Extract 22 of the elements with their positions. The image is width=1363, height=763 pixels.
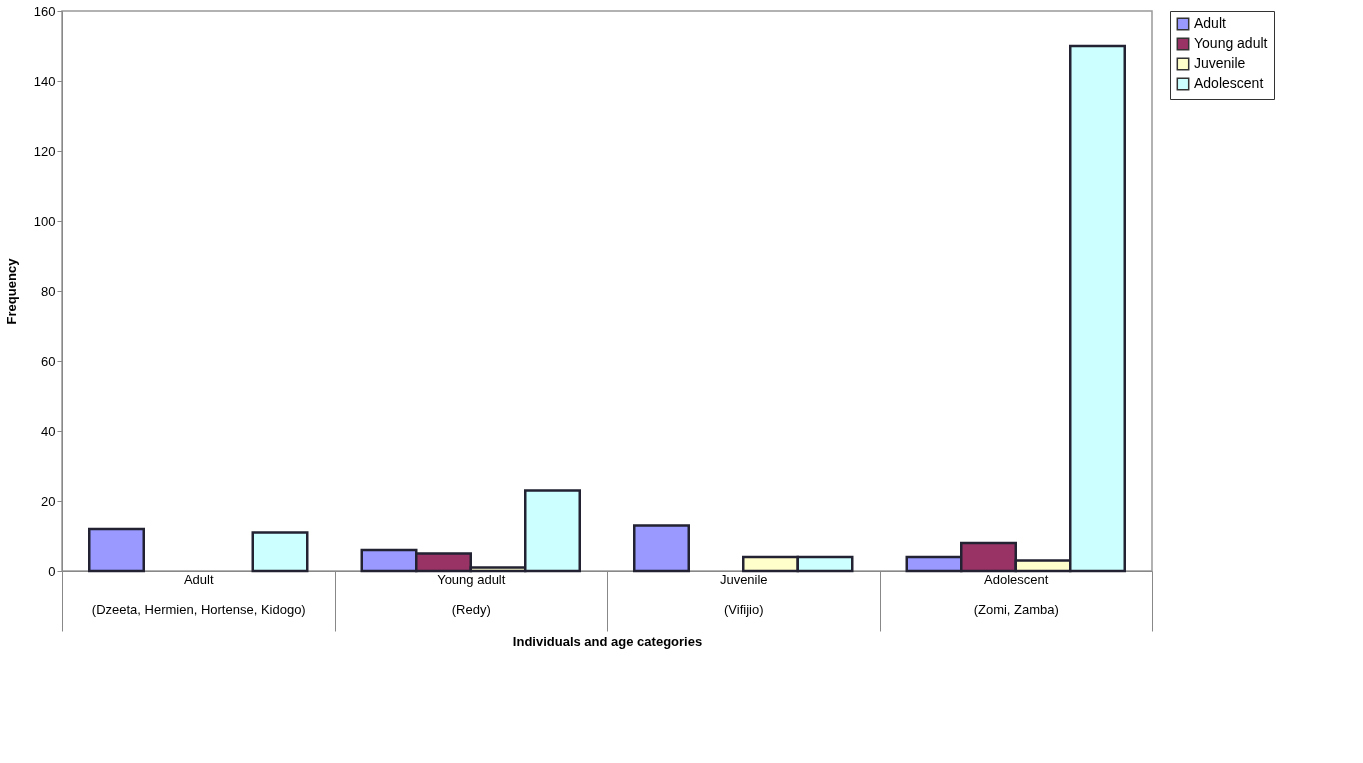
- bar: [633, 524, 690, 573]
- y-tick-label: 100: [33, 213, 56, 229]
- x-axis-title: Individuals and age categories: [512, 634, 703, 649]
- y-tick-label: 160: [33, 3, 56, 19]
- x-tick-label: Adolescent (Zomi, Zamba): [973, 571, 1059, 617]
- legend-label: Adolescent: [1194, 75, 1264, 91]
- y-tick-label: 140: [33, 73, 56, 89]
- bar: [88, 527, 145, 573]
- y-axis-title: Frequency: [3, 257, 19, 325]
- x-tick-label: Juvenile (Vifijio): [719, 571, 768, 617]
- y-tick-label: 20: [41, 493, 56, 509]
- x-tick-label: Adult (Dzeeta, Hermien, Hortense, Kidogo): [91, 571, 306, 617]
- bar: [251, 531, 309, 573]
- x-tick-label: Young adult (Redy): [437, 571, 506, 617]
- y-tick-label: 40: [41, 423, 56, 439]
- legend-label: Adult: [1194, 15, 1227, 31]
- y-tick-label: 0: [48, 563, 56, 579]
- y-tick-label: 120: [33, 143, 56, 159]
- legend-label: Juvenile: [1194, 55, 1246, 71]
- legend-label: Young adult: [1194, 35, 1268, 51]
- y-tick-label: 80: [41, 283, 56, 299]
- y-tick-label: 60: [41, 353, 56, 369]
